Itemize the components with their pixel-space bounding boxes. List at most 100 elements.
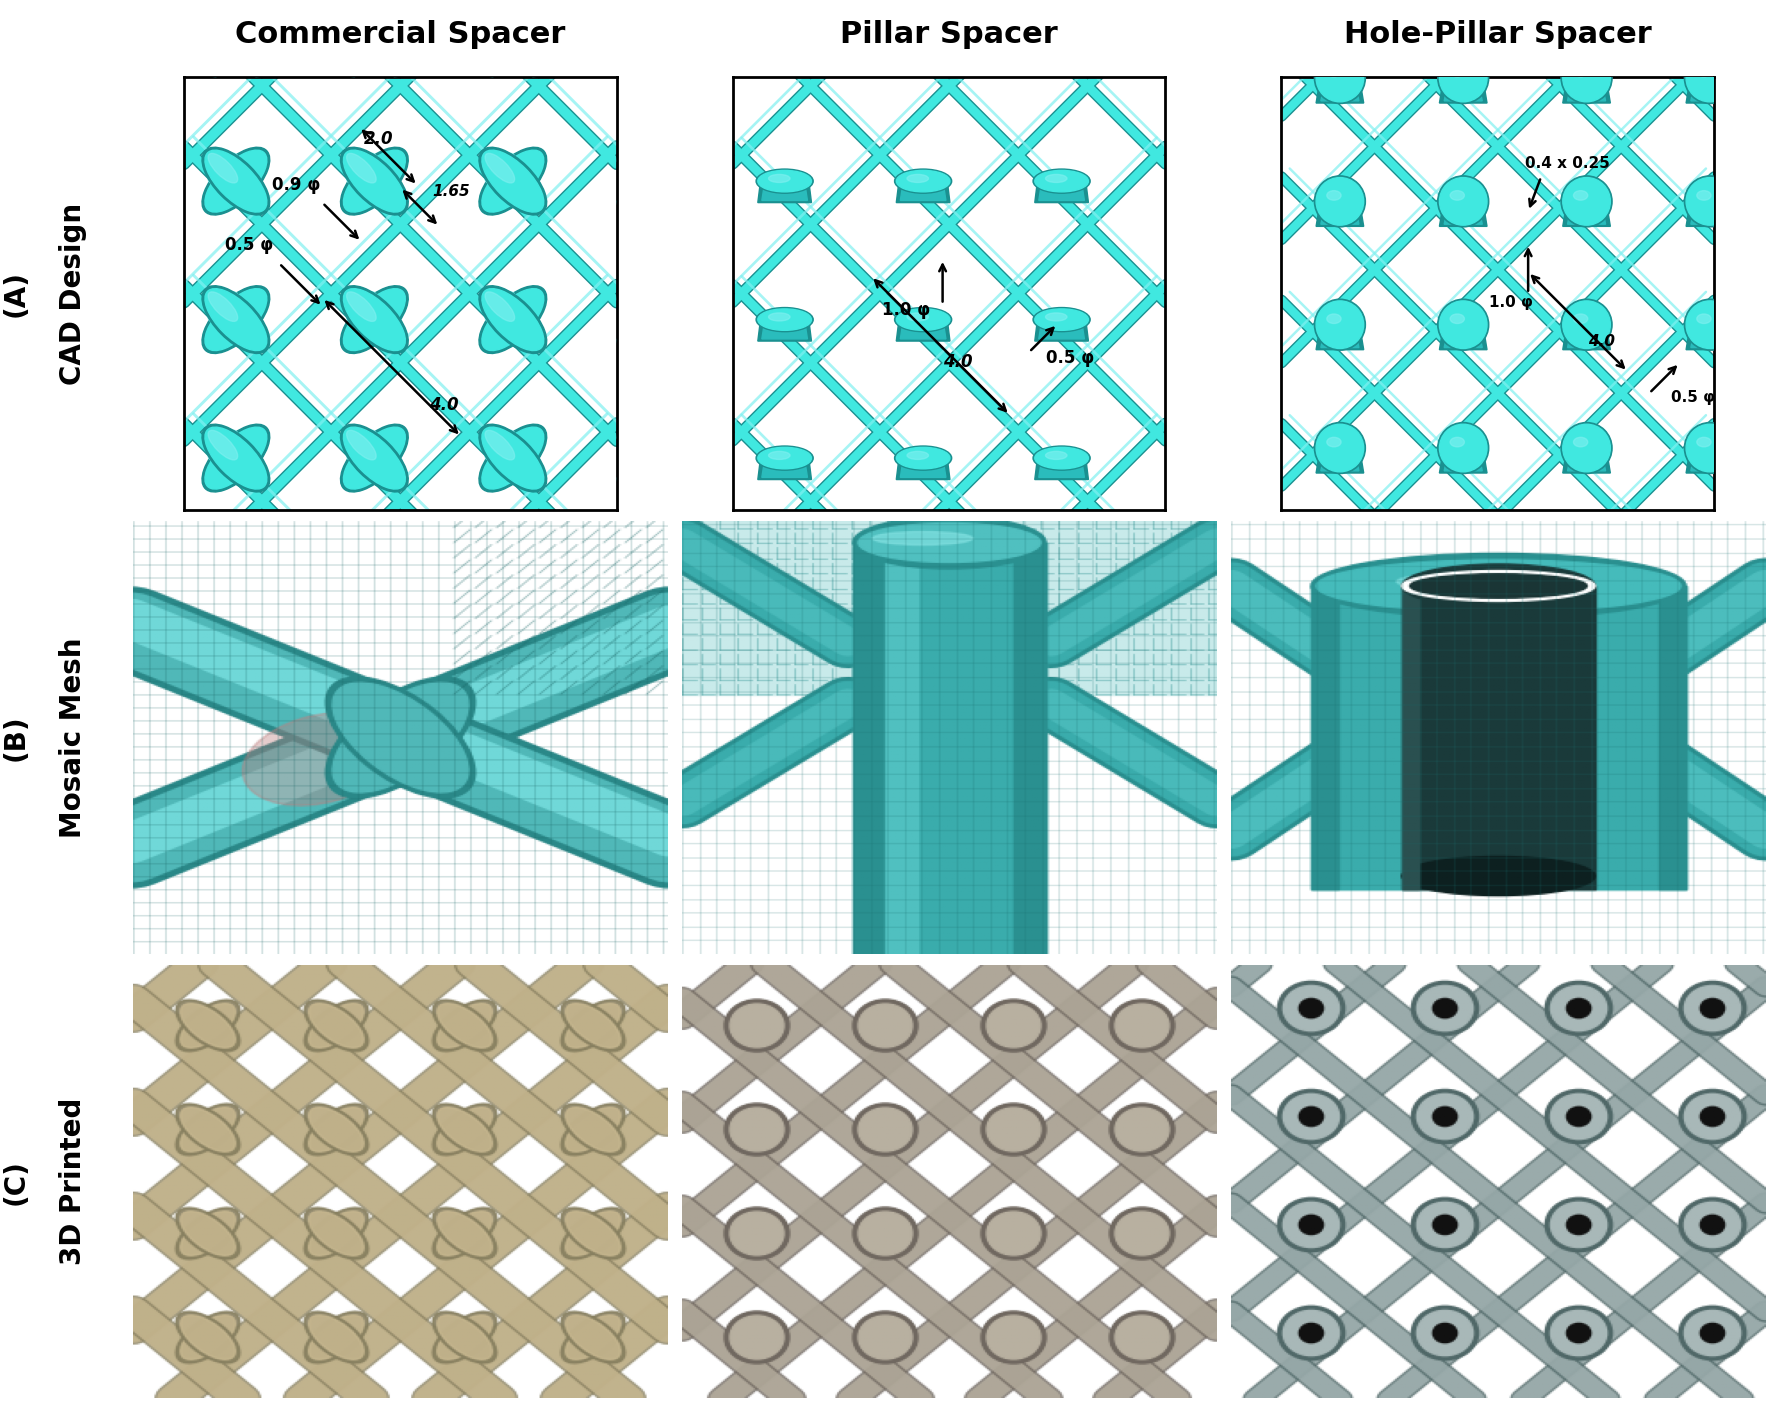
Ellipse shape [1034,170,1089,192]
Ellipse shape [1170,31,1229,55]
Ellipse shape [340,285,408,354]
Ellipse shape [482,150,544,212]
Ellipse shape [202,148,269,215]
Ellipse shape [64,8,131,76]
Text: 4.0: 4.0 [943,353,972,371]
Ellipse shape [895,32,949,53]
Polygon shape [761,461,807,478]
Ellipse shape [1034,586,1089,607]
Ellipse shape [894,308,950,332]
Ellipse shape [344,427,404,489]
Text: 4.0: 4.0 [1587,333,1613,348]
Polygon shape [1330,333,1347,347]
Ellipse shape [69,292,99,322]
Ellipse shape [346,569,376,599]
Circle shape [1191,424,1239,472]
Polygon shape [1034,458,1089,479]
Ellipse shape [64,285,131,354]
Polygon shape [619,597,672,618]
Polygon shape [895,181,949,202]
Polygon shape [1454,333,1472,347]
Ellipse shape [621,566,683,628]
Ellipse shape [344,11,404,73]
Ellipse shape [1695,67,1711,77]
Circle shape [1316,55,1363,101]
Circle shape [1560,299,1612,350]
Ellipse shape [66,427,128,489]
Ellipse shape [629,37,651,44]
Circle shape [1438,301,1486,348]
Polygon shape [1191,205,1239,226]
Ellipse shape [346,430,376,459]
Ellipse shape [621,427,683,489]
Text: 0.4 x 0.25: 0.4 x 0.25 [1523,156,1608,171]
Polygon shape [1700,86,1718,100]
Polygon shape [1700,333,1718,347]
Polygon shape [1316,329,1363,350]
Ellipse shape [1034,32,1089,53]
Ellipse shape [1170,584,1229,608]
Ellipse shape [624,430,652,459]
Polygon shape [1172,458,1227,479]
Ellipse shape [207,292,238,322]
Ellipse shape [346,15,376,45]
Ellipse shape [894,169,950,194]
Ellipse shape [1170,445,1229,471]
Polygon shape [1700,579,1718,593]
Polygon shape [761,183,807,201]
Ellipse shape [629,174,651,183]
Polygon shape [761,599,807,615]
Ellipse shape [344,288,404,351]
Ellipse shape [479,148,546,215]
Ellipse shape [206,288,266,351]
Text: CAD Design: CAD Design [59,202,87,385]
Circle shape [1314,52,1365,104]
Ellipse shape [344,566,404,628]
Ellipse shape [1032,584,1090,608]
Polygon shape [1576,86,1594,100]
Ellipse shape [1032,308,1090,332]
Ellipse shape [1202,437,1216,447]
Circle shape [1191,177,1239,225]
Text: 3D Printed: 3D Printed [59,1097,87,1266]
Circle shape [1190,52,1241,104]
Circle shape [1436,545,1488,597]
Polygon shape [1177,183,1222,201]
Polygon shape [619,181,672,202]
Ellipse shape [207,430,238,459]
Ellipse shape [340,424,408,492]
Text: 0.5 φ: 0.5 φ [1670,389,1714,405]
Text: 2.0: 2.0 [363,131,394,149]
Ellipse shape [340,148,408,215]
Polygon shape [619,458,672,479]
Circle shape [1683,176,1734,226]
Ellipse shape [64,8,131,76]
Ellipse shape [66,288,128,351]
Polygon shape [1454,86,1472,100]
Ellipse shape [755,169,812,194]
Ellipse shape [64,424,131,492]
Ellipse shape [64,285,131,354]
Ellipse shape [621,150,683,212]
Ellipse shape [202,424,269,492]
Ellipse shape [346,15,376,45]
Ellipse shape [1573,561,1587,570]
Ellipse shape [1573,191,1587,200]
Ellipse shape [755,584,812,608]
Polygon shape [1443,454,1482,471]
Ellipse shape [617,445,674,471]
Ellipse shape [206,566,266,628]
Polygon shape [1177,322,1222,339]
Polygon shape [1316,205,1363,226]
Ellipse shape [617,424,684,492]
Polygon shape [895,458,949,479]
Ellipse shape [617,31,674,55]
Polygon shape [1576,333,1594,347]
Ellipse shape [69,15,99,45]
Circle shape [1436,176,1488,226]
Ellipse shape [207,292,238,322]
Polygon shape [1576,455,1594,469]
Polygon shape [622,322,668,339]
Polygon shape [1034,42,1089,65]
Ellipse shape [624,292,652,322]
